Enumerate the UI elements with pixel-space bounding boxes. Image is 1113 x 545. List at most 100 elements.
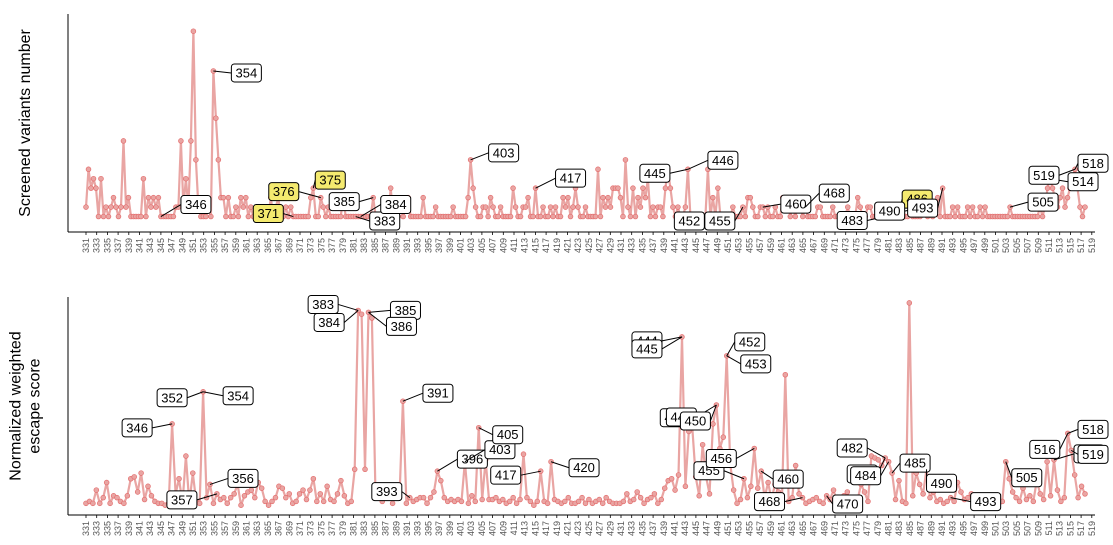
data-point bbox=[844, 204, 851, 210]
data-point bbox=[1059, 185, 1066, 191]
x-tick-label: 331 bbox=[81, 238, 91, 253]
x-tick-label: 435 bbox=[637, 238, 647, 253]
annotation-box bbox=[230, 63, 262, 83]
data-point bbox=[949, 204, 956, 210]
data-point bbox=[730, 487, 737, 493]
annotation-box bbox=[371, 482, 403, 502]
x-tick-label: 451 bbox=[723, 238, 733, 253]
x-tick-label: 365 bbox=[263, 521, 273, 536]
data-point bbox=[651, 491, 658, 497]
x-tick-label: 473 bbox=[841, 521, 851, 536]
data-point bbox=[969, 204, 976, 210]
data-point bbox=[951, 498, 957, 505]
annotation-518: 518 bbox=[1074, 153, 1109, 173]
x-tick-label: 467 bbox=[809, 521, 819, 536]
annotation-384: 384 bbox=[360, 195, 412, 217]
x-tick-label: 373 bbox=[306, 521, 316, 536]
x-tick-label: 475 bbox=[851, 521, 861, 536]
x-tick-label: 375 bbox=[316, 521, 326, 536]
data-point bbox=[432, 204, 439, 210]
annotation-490: 490 bbox=[926, 469, 958, 493]
data-point bbox=[820, 500, 826, 507]
annotation-505: 505 bbox=[1005, 461, 1043, 488]
data-point bbox=[265, 502, 272, 508]
annotation-386: 386 bbox=[368, 311, 417, 336]
x-tick-label: 409 bbox=[498, 238, 508, 253]
annotation-box bbox=[488, 143, 520, 163]
annotation-505: 505 bbox=[1009, 192, 1059, 212]
data-point bbox=[203, 213, 209, 220]
data-point bbox=[95, 213, 102, 220]
data-point bbox=[243, 194, 249, 201]
annotation-box bbox=[568, 458, 600, 478]
x-tick-label: 479 bbox=[873, 521, 883, 536]
data-point bbox=[269, 498, 275, 505]
annotation-label: 445 bbox=[644, 166, 666, 181]
annotation-leader bbox=[360, 204, 381, 217]
x-tick-label: 445 bbox=[691, 238, 701, 253]
x-tick-label: 441 bbox=[670, 238, 680, 253]
x-tick-label: 349 bbox=[177, 521, 187, 536]
data-point bbox=[974, 213, 981, 220]
data-point bbox=[937, 496, 944, 503]
x-tick-label: 513 bbox=[1055, 238, 1065, 253]
x-tick-label: 349 bbox=[177, 238, 187, 253]
annotation-468: 468 bbox=[804, 183, 850, 208]
data-point bbox=[240, 204, 247, 210]
data-point bbox=[1044, 458, 1050, 465]
annotation-label: 354 bbox=[227, 388, 249, 403]
data-point bbox=[916, 481, 923, 488]
annotation-460: 460 bbox=[762, 194, 812, 214]
data-point bbox=[105, 213, 112, 220]
data-point bbox=[348, 498, 355, 505]
data-point bbox=[575, 498, 582, 505]
annotation-leader bbox=[1058, 168, 1076, 176]
x-tick-label: 469 bbox=[819, 238, 829, 253]
data-point bbox=[605, 194, 611, 201]
data-point bbox=[245, 213, 252, 220]
x-tick-label: 499 bbox=[980, 521, 990, 536]
x-tick-label: 417 bbox=[541, 521, 551, 536]
x-tick-label: 373 bbox=[306, 238, 316, 253]
data-point bbox=[770, 213, 776, 220]
annotation-leader bbox=[437, 458, 458, 472]
x-tick-label: 341 bbox=[135, 521, 145, 536]
x-tick-label: 393 bbox=[413, 521, 423, 536]
data-point bbox=[190, 28, 197, 34]
data-point bbox=[320, 204, 327, 210]
x-tick-label: 343 bbox=[145, 521, 155, 536]
x-tick-label: 333 bbox=[92, 238, 102, 253]
data-point bbox=[532, 185, 539, 191]
annotation-leader bbox=[368, 309, 391, 313]
data-point bbox=[755, 213, 761, 220]
data-point bbox=[320, 498, 327, 505]
x-tick-label: 463 bbox=[787, 521, 797, 536]
data-point bbox=[1009, 489, 1016, 495]
data-point bbox=[334, 491, 341, 497]
data-point bbox=[545, 213, 551, 220]
x-tick-label: 361 bbox=[242, 238, 252, 253]
annotation-label: 490 bbox=[931, 476, 953, 491]
x-tick-label: 411 bbox=[509, 521, 519, 535]
data-point bbox=[627, 213, 634, 220]
annotation-box bbox=[314, 170, 346, 190]
x-tick-label: 461 bbox=[777, 521, 787, 536]
data-point bbox=[465, 500, 472, 507]
data-point bbox=[469, 493, 475, 499]
annotation-leader bbox=[734, 206, 744, 222]
annotation-box bbox=[780, 194, 812, 214]
annotation-box bbox=[740, 354, 772, 374]
data-point bbox=[465, 194, 471, 201]
annotation-box bbox=[832, 494, 864, 514]
annotation-450: 450 bbox=[679, 404, 717, 431]
data-point bbox=[602, 204, 609, 210]
x-tick-label: 475 bbox=[851, 238, 861, 253]
data-point bbox=[861, 489, 868, 495]
x-tick-label: 405 bbox=[477, 521, 487, 536]
data-point bbox=[337, 213, 344, 220]
annotation-label: 460 bbox=[777, 472, 799, 487]
annotation-label: 384 bbox=[385, 197, 407, 212]
data-point bbox=[648, 494, 654, 501]
data-point bbox=[964, 204, 971, 210]
annotation-384: 384 bbox=[313, 310, 359, 332]
